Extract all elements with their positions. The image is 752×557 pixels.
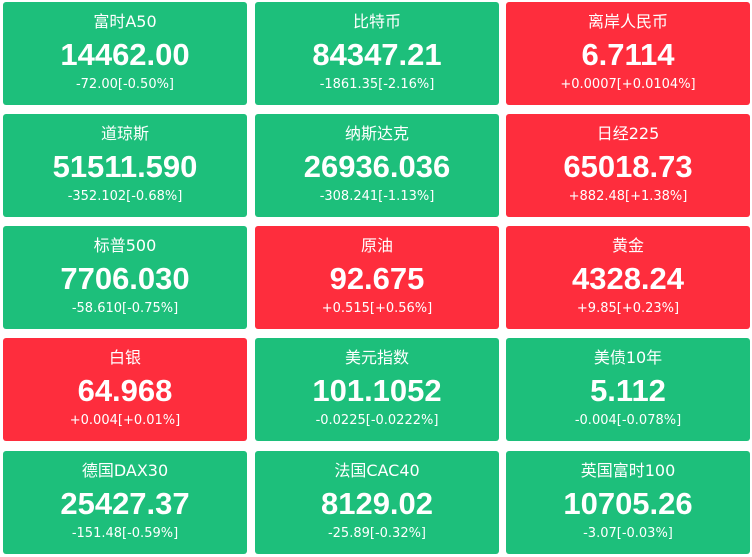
quote-price: 26936.036: [303, 149, 451, 184]
quote-name: 美元指数: [344, 348, 409, 367]
quote-name: 法国CAC40: [334, 461, 420, 480]
quote-price: 101.1052: [312, 373, 442, 408]
quote-tile[interactable]: 美元指数 101.1052 -0.0225[-0.0222%]: [255, 338, 499, 441]
quote-tile[interactable]: 黄金 4328.24 +9.85[+0.23%]: [506, 226, 750, 329]
quote-tile[interactable]: 纳斯达克 26936.036 -308.241[-1.13%]: [255, 114, 499, 217]
quote-tile[interactable]: 德国DAX30 25427.37 -151.48[-0.59%]: [3, 451, 247, 554]
quote-name: 富时A50: [93, 12, 157, 31]
quote-change: -308.241[-1.13%]: [319, 189, 435, 204]
quote-price: 6.7114: [581, 37, 675, 72]
quote-price: 7706.030: [60, 261, 190, 296]
quote-change: -72.00[-0.50%]: [75, 77, 175, 92]
quote-price: 92.675: [329, 261, 425, 296]
quote-tile[interactable]: 离岸人民币 6.7114 +0.0007[+0.0104%]: [506, 2, 750, 105]
quote-name: 道琼斯: [100, 124, 149, 143]
quote-tile[interactable]: 道琼斯 51511.590 -352.102[-0.68%]: [3, 114, 247, 217]
quote-name: 比特币: [352, 12, 401, 31]
quote-price: 25427.37: [60, 486, 190, 521]
quote-name: 黄金: [611, 236, 644, 255]
quote-name: 纳斯达克: [344, 124, 409, 143]
quote-change: +0.0007[+0.0104%]: [560, 77, 696, 92]
quote-tile[interactable]: 美债10年 5.112 -0.004[-0.078%]: [506, 338, 750, 441]
quote-price: 51511.590: [52, 149, 198, 184]
quote-change: -0.004[-0.078%]: [574, 413, 682, 428]
quote-tile[interactable]: 日经225 65018.73 +882.48[+1.38%]: [506, 114, 750, 217]
quote-price: 84347.21: [312, 37, 442, 72]
quote-change: -151.48[-0.59%]: [71, 526, 179, 541]
quote-tile[interactable]: 标普500 7706.030 -58.610[-0.75%]: [3, 226, 247, 329]
quote-change: -3.07[-0.03%]: [583, 526, 673, 541]
quote-price: 8129.02: [320, 486, 434, 521]
quote-price: 64.968: [77, 373, 173, 408]
quote-change: -1861.35[-2.16%]: [319, 77, 435, 92]
quote-tile[interactable]: 比特币 84347.21 -1861.35[-2.16%]: [255, 2, 499, 105]
quote-change: -58.610[-0.75%]: [71, 301, 179, 316]
quote-name: 离岸人民币: [587, 12, 668, 31]
quote-name: 白银: [108, 348, 141, 367]
quote-price: 10705.26: [563, 486, 693, 521]
quote-price: 4328.24: [571, 261, 685, 296]
quote-tile[interactable]: 富时A50 14462.00 -72.00[-0.50%]: [3, 2, 247, 105]
quote-change: +0.515[+0.56%]: [321, 301, 433, 316]
quote-tile[interactable]: 白银 64.968 +0.004[+0.01%]: [3, 338, 247, 441]
quote-price: 65018.73: [563, 149, 693, 184]
quote-change: +9.85[+0.23%]: [576, 301, 680, 316]
quote-name: 标普500: [93, 236, 157, 255]
quote-change: -352.102[-0.68%]: [67, 189, 183, 204]
quote-price: 5.112: [590, 373, 666, 408]
quote-tile[interactable]: 英国富时100 10705.26 -3.07[-0.03%]: [506, 451, 750, 554]
quote-name: 美债10年: [593, 348, 663, 367]
quote-tile[interactable]: 法国CAC40 8129.02 -25.89[-0.32%]: [255, 451, 499, 554]
quote-change: +0.004[+0.01%]: [69, 413, 181, 428]
quote-name: 原油: [360, 236, 393, 255]
quote-name: 英国富时100: [580, 461, 676, 480]
quote-change: -25.89[-0.32%]: [327, 526, 427, 541]
quote-tile[interactable]: 原油 92.675 +0.515[+0.56%]: [255, 226, 499, 329]
quote-name: 日经225: [596, 124, 660, 143]
quote-change: -0.0225[-0.0222%]: [315, 413, 439, 428]
quote-name: 德国DAX30: [81, 461, 169, 480]
quote-price: 14462.00: [60, 37, 190, 72]
quote-change: +882.48[+1.38%]: [568, 189, 688, 204]
